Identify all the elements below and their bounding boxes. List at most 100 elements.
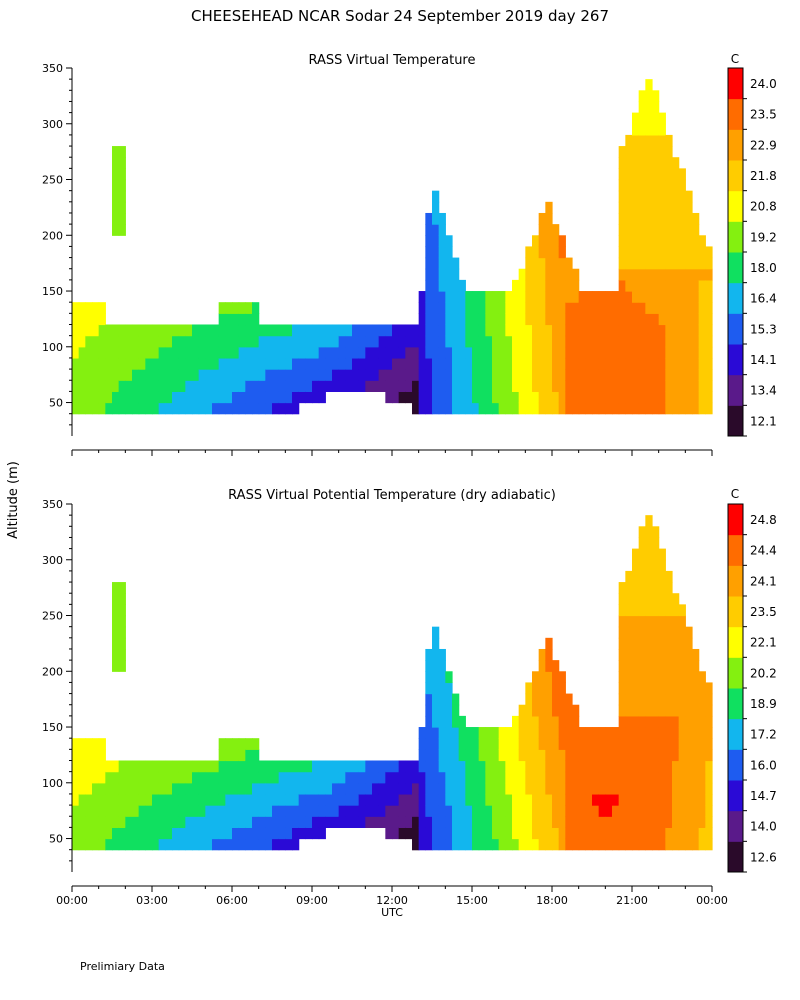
heatmap-cell [512,313,520,326]
heatmap-cell [432,291,440,303]
heatmap-cell [658,838,666,851]
heatmap-cell [92,827,100,840]
heatmap-cell [192,816,200,828]
heatmap-cell [638,582,646,594]
heatmap-cell [152,805,160,817]
heatmap-cell [578,805,586,817]
heatmap-cell [218,324,226,337]
heatmap-cell [678,615,686,628]
heatmap-cell [465,335,473,348]
heatmap-cell [678,648,686,661]
heatmap-cell [472,324,480,337]
heatmap-cell [425,715,433,728]
heatmap-cell [452,760,460,773]
heatmap-cell [138,793,146,806]
heatmap-cell [672,257,680,270]
heatmap-cell [545,760,553,773]
heatmap-cell [312,827,320,840]
heatmap-cell [265,369,273,381]
colorbar-label: 23.5 [750,108,777,122]
heatmap-cell [638,313,646,326]
heatmap-cell [632,727,640,739]
heatmap-cell [278,391,286,404]
heatmap-cell [538,682,546,695]
heatmap-cell [125,402,133,415]
heatmap-cell [325,357,333,370]
heatmap-cell [638,380,646,392]
heatmap-cell [665,671,673,684]
heatmap-cell [112,782,120,795]
heatmap-cell [525,391,533,404]
heatmap-cell [72,346,80,359]
heatmap-cell [552,302,560,314]
heatmap-cell [418,782,426,795]
heatmap-cell [238,335,246,348]
heatmap-cell [545,648,553,661]
heatmap-cell [225,749,233,762]
heatmap-cell [618,346,626,359]
heatmap-cell [485,402,493,415]
heatmap-cell [425,212,433,225]
heatmap-cell [192,838,200,851]
heatmap-cell [658,157,666,169]
heatmap-cell [692,212,700,225]
heatmap-cell [705,257,713,270]
heatmap-cell [438,246,446,259]
heatmap-cell [678,637,686,650]
heatmap-cell [532,671,540,684]
heatmap-cell [332,324,340,337]
heatmap-cell [652,101,660,114]
heatmap-cell [305,357,313,370]
x-axis-label: UTC [381,906,403,919]
heatmap-cell [658,112,666,125]
heatmap-cell [365,369,373,381]
heatmap-cell [638,838,646,851]
heatmap-cell [338,346,346,359]
heatmap-cell [605,793,613,806]
heatmap-cell [585,827,593,840]
heatmap-cell [658,212,666,225]
heatmap-cell [525,816,533,828]
heatmap-cell [378,793,386,806]
heatmap-cell [572,827,580,840]
heatmap-cell [358,369,366,381]
heatmap-cell [278,380,286,392]
heatmap-cell [458,380,466,392]
heatmap-cell [452,805,460,817]
heatmap-cell [498,291,506,303]
heatmap-cell [258,402,266,415]
heatmap-cell [625,749,633,762]
heatmap-cell [645,357,653,370]
heatmap-cell [105,793,113,806]
heatmap-cell [638,179,646,192]
heatmap-cell [418,324,426,337]
heatmap-cell [585,782,593,795]
heatmap-cell [638,157,646,169]
heatmap-cell [445,805,453,817]
heatmap-cell [585,727,593,739]
heatmap-cell [512,279,520,292]
heatmap-cell [645,201,653,214]
heatmap-cell [172,380,180,392]
heatmap-cell [512,335,520,348]
heatmap-cell [198,793,206,806]
heatmap-cell [98,782,106,795]
heatmap-cell [292,793,300,806]
heatmap-cell [492,760,500,773]
heatmap-cell [318,380,326,392]
colorbar: 12.614.014.716.017.218.920.222.123.524.1… [727,503,777,873]
heatmap-cell [552,369,560,381]
heatmap-cell [238,749,246,762]
heatmap-cell [358,346,366,359]
heatmap-cell [578,760,586,773]
heatmap-cell [652,90,660,103]
heatmap-cell [78,324,86,337]
heatmap-cell [432,224,440,236]
heatmap-cell [532,346,540,359]
heatmap-cell [678,346,686,359]
heatmap-cell [432,838,440,851]
colorbar-unit: C [731,487,739,501]
heatmap-cell [658,604,666,617]
heatmap-cell [672,738,680,750]
heatmap-cell [458,782,466,795]
